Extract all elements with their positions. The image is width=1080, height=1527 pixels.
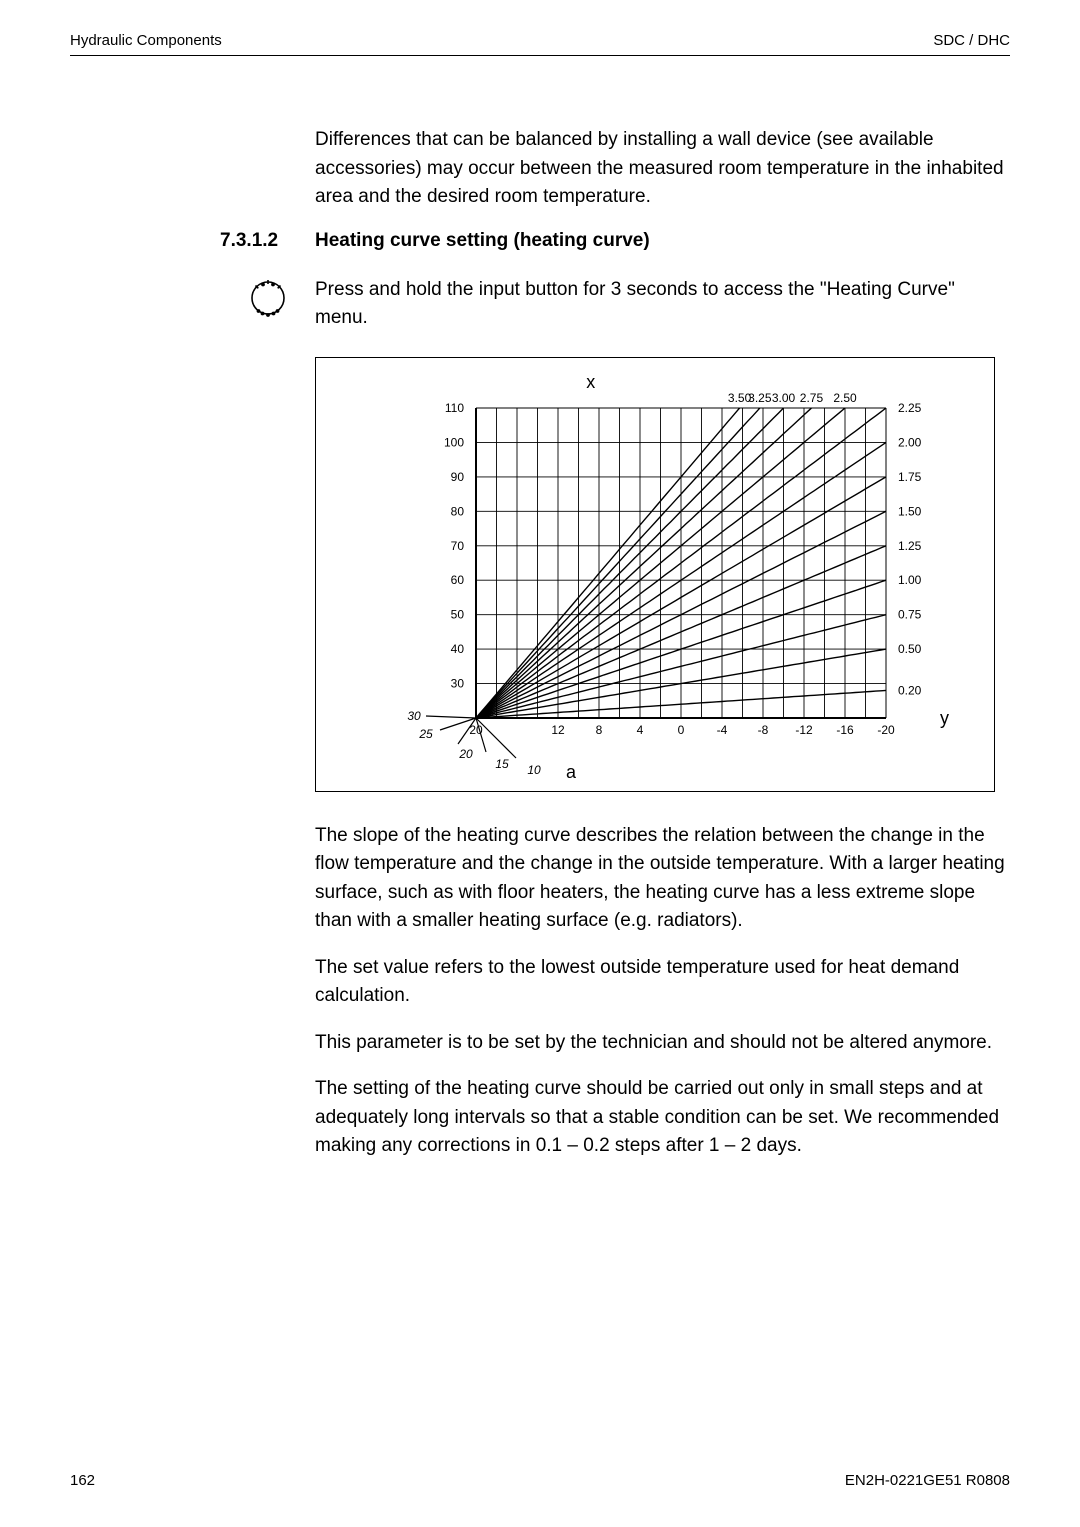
svg-text:100: 100 (444, 435, 464, 449)
paragraph-technician: This parameter is to be set by the techn… (315, 1029, 1010, 1058)
svg-text:2.75: 2.75 (800, 391, 824, 405)
svg-text:3.00: 3.00 (772, 391, 796, 405)
section-title: Heating curve setting (heating curve) (315, 230, 650, 252)
svg-text:15: 15 (495, 757, 509, 771)
svg-text:-8: -8 (758, 723, 769, 737)
svg-text:4: 4 (637, 723, 644, 737)
svg-text:1.50: 1.50 (898, 504, 922, 518)
svg-text:8: 8 (596, 723, 603, 737)
section-number: 7.3.1.2 (70, 230, 315, 252)
doc-id: EN2H-0221GE51 R0808 (845, 1472, 1010, 1489)
paragraph-steps: The setting of the heating curve should … (315, 1075, 1010, 1161)
svg-text:y: y (940, 708, 949, 728)
svg-text:2.00: 2.00 (898, 435, 922, 449)
paragraph-slope: The slope of the heating curve describes… (315, 822, 1010, 936)
rotary-knob-icon (248, 278, 288, 318)
svg-text:0: 0 (678, 723, 685, 737)
svg-text:70: 70 (451, 538, 465, 552)
svg-text:1.25: 1.25 (898, 538, 922, 552)
svg-text:60: 60 (451, 573, 465, 587)
footer: 162 EN2H-0221GE51 R0808 (70, 1472, 1010, 1489)
svg-text:x: x (586, 372, 595, 392)
svg-text:1.00: 1.00 (898, 573, 922, 587)
icon-note-text: Press and hold the input button for 3 se… (315, 276, 1010, 333)
heating-curve-chart: 2012840-4-8-12-16-2030405060708090100110… (315, 357, 995, 792)
svg-text:50: 50 (451, 607, 465, 621)
svg-text:80: 80 (451, 504, 465, 518)
svg-text:12: 12 (551, 723, 565, 737)
svg-text:2.25: 2.25 (898, 401, 922, 415)
svg-text:-20: -20 (877, 723, 895, 737)
svg-text:2.50: 2.50 (833, 391, 857, 405)
svg-text:3.25: 3.25 (748, 391, 772, 405)
page-number: 162 (70, 1472, 95, 1489)
icon-note-row: Press and hold the input button for 3 se… (70, 276, 1010, 333)
page-content: Differences that can be balanced by inst… (0, 126, 1080, 1161)
svg-text:20: 20 (458, 747, 473, 761)
svg-text:110: 110 (445, 401, 464, 415)
header-rule (70, 55, 1010, 56)
svg-text:90: 90 (451, 469, 465, 483)
header-right: SDC / DHC (933, 32, 1010, 49)
svg-text:0.50: 0.50 (898, 642, 922, 656)
intro-paragraph: Differences that can be balanced by inst… (315, 126, 1010, 212)
svg-text:-4: -4 (717, 723, 728, 737)
svg-text:0.75: 0.75 (898, 607, 922, 621)
paragraph-setvalue: The set value refers to the lowest outsi… (315, 954, 1010, 1011)
header-left: Hydraulic Components (70, 32, 222, 49)
svg-text:-16: -16 (836, 723, 854, 737)
svg-text:40: 40 (451, 642, 465, 656)
svg-text:30: 30 (407, 709, 421, 723)
svg-text:0.20: 0.20 (898, 683, 922, 697)
svg-text:-12: -12 (795, 723, 813, 737)
svg-text:30: 30 (451, 676, 465, 690)
svg-text:25: 25 (418, 727, 433, 741)
svg-text:1.75: 1.75 (898, 469, 922, 483)
section-heading: 7.3.1.2 Heating curve setting (heating c… (70, 230, 1010, 252)
svg-text:10: 10 (527, 763, 541, 777)
svg-text:a: a (566, 762, 577, 782)
